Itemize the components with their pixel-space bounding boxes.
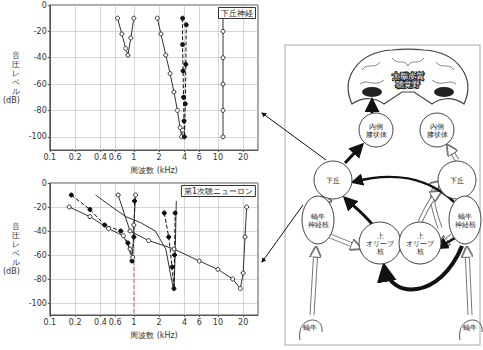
svg-text:レ: レ — [12, 240, 20, 249]
svg-text:0.4: 0.4 — [94, 153, 107, 162]
svg-text:下丘: 下丘 — [326, 177, 340, 185]
svg-text:周波数 (kHz): 周波数 (kHz) — [130, 166, 178, 175]
svg-text:0.2: 0.2 — [69, 318, 82, 327]
svg-text:大脳皮質: 大脳皮質 — [392, 72, 424, 81]
svg-text:(dB): (dB) — [3, 96, 20, 105]
svg-text:ル: ル — [12, 258, 20, 267]
svg-text:0.2: 0.2 — [69, 153, 82, 162]
svg-text:-80: -80 — [34, 106, 47, 115]
svg-text:0: 0 — [42, 179, 47, 188]
svg-text:核: 核 — [376, 248, 384, 256]
svg-text:内側: 内側 — [430, 123, 444, 131]
svg-text:0.1: 0.1 — [43, 153, 56, 162]
svg-text:0.1: 0.1 — [43, 318, 56, 327]
svg-text:聴覚野: 聴覚野 — [396, 80, 420, 89]
svg-text:20: 20 — [238, 318, 248, 327]
svg-text:-20: -20 — [34, 27, 47, 36]
svg-text:4: 4 — [182, 318, 187, 327]
svg-text:蝸牛: 蝸牛 — [458, 213, 472, 221]
svg-text:ベ: ベ — [12, 78, 20, 87]
svg-text:-100: -100 — [29, 299, 47, 308]
svg-text:第1次聴ニューロン: 第1次聴ニューロン — [184, 187, 253, 196]
svg-text:0.6: 0.6 — [109, 318, 122, 327]
svg-text:-60: -60 — [34, 251, 47, 260]
svg-text:1: 1 — [131, 153, 136, 162]
svg-text:レ: レ — [12, 69, 20, 78]
svg-text:圧: 圧 — [12, 60, 20, 69]
svg-text:-20: -20 — [34, 203, 47, 212]
svg-text:0.4: 0.4 — [94, 318, 107, 327]
svg-text:圧: 圧 — [12, 231, 20, 240]
svg-text:-100: -100 — [29, 132, 47, 141]
svg-text:蝸牛: 蝸牛 — [303, 324, 317, 332]
svg-text:下丘神経: 下丘神経 — [221, 9, 253, 18]
svg-text:周波数 (kHz): 周波数 (kHz) — [130, 331, 178, 340]
svg-text:2: 2 — [157, 318, 162, 327]
svg-text:核: 核 — [416, 248, 424, 256]
svg-text:蝸牛: 蝸牛 — [463, 324, 477, 332]
svg-text:-80: -80 — [34, 275, 47, 284]
svg-text:10: 10 — [213, 153, 223, 162]
svg-text:20: 20 — [238, 153, 248, 162]
svg-text:-40: -40 — [34, 53, 47, 62]
svg-text:神経核: 神経核 — [455, 221, 476, 229]
svg-text:オリーブ: オリーブ — [406, 240, 435, 248]
svg-text:膝状体: 膝状体 — [366, 131, 387, 139]
svg-text:10: 10 — [213, 318, 223, 327]
svg-text:下丘: 下丘 — [450, 177, 464, 185]
svg-text:4: 4 — [182, 153, 187, 162]
svg-text:6: 6 — [197, 153, 202, 162]
svg-text:-60: -60 — [34, 80, 47, 89]
svg-text:内側: 内側 — [369, 123, 383, 131]
svg-text:ベ: ベ — [12, 249, 20, 258]
svg-text:0: 0 — [42, 1, 47, 10]
svg-text:2: 2 — [157, 153, 162, 162]
svg-text:-40: -40 — [34, 227, 47, 236]
svg-text:6: 6 — [197, 318, 202, 327]
svg-text:0.6: 0.6 — [109, 153, 122, 162]
svg-text:上: 上 — [377, 232, 384, 240]
svg-text:1: 1 — [131, 318, 136, 327]
svg-text:ル: ル — [12, 87, 20, 96]
svg-text:音: 音 — [12, 222, 20, 231]
svg-text:神経核: 神経核 — [308, 221, 329, 229]
svg-text:オリーブ: オリーブ — [366, 240, 395, 248]
svg-text:膝状体: 膝状体 — [427, 131, 448, 139]
svg-text:音: 音 — [12, 51, 20, 60]
svg-text:上: 上 — [417, 232, 424, 240]
svg-text:(dB): (dB) — [3, 267, 20, 276]
svg-text:蝸牛: 蝸牛 — [311, 213, 325, 221]
